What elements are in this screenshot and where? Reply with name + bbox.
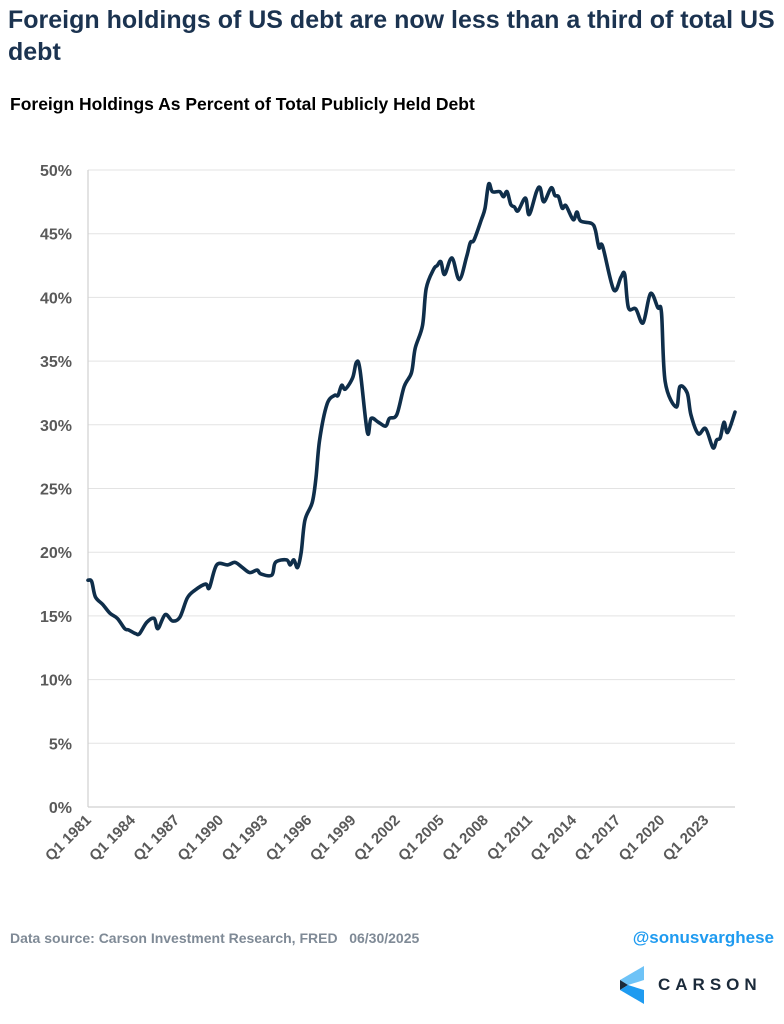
y-tick-label: 10% [40, 673, 72, 690]
gridlines [88, 169, 735, 808]
x-tick-label: Q1 2011 [484, 812, 536, 864]
twitter-handle[interactable]: @sonusvarghese [632, 928, 774, 947]
x-tick-label: Q1 2008 [439, 812, 492, 865]
x-tick-label: Q1 1999 [307, 812, 360, 865]
y-axis-labels: 0% 5% 10% 15% 20% 25% 30% 35% 40% 45% 50% [40, 163, 72, 817]
y-tick-label: 30% [40, 418, 72, 435]
x-tick-label: Q1 2014 [527, 811, 580, 864]
x-tick-label: Q1 1987 [130, 812, 183, 865]
y-tick-label: 50% [40, 163, 72, 180]
x-tick-label: Q1 2020 [616, 812, 669, 865]
y-tick-label: 5% [49, 736, 72, 753]
logo-text: CARSON [658, 975, 762, 994]
x-tick-label: Q1 1981 [42, 812, 95, 865]
y-tick-label: 45% [40, 227, 72, 244]
x-tick-label: Q1 2017 [571, 812, 624, 865]
carson-logo: CARSON [620, 966, 762, 1004]
y-tick-label: 40% [40, 290, 72, 307]
line-chart: 0%5%10%15%20%25%30%35%40%45%50% Q1 1981Q… [40, 163, 737, 865]
x-tick-label: Q1 1993 [219, 812, 272, 865]
chart-title: Foreign Holdings As Percent of Total Pub… [10, 94, 475, 114]
series-line-foreign-holdings [86, 181, 737, 637]
y-tick-label: 0% [49, 800, 72, 817]
x-tick-label: Q1 1984 [86, 811, 139, 864]
headline: Foreign holdings of US debt are now less… [8, 6, 775, 66]
carson-logo-icon [620, 966, 644, 1004]
x-tick-label: Q1 1990 [174, 812, 227, 865]
y-tick-label: 25% [40, 482, 72, 499]
y-tick-label: 15% [40, 609, 72, 626]
x-tick-label: Q1 2005 [395, 812, 448, 865]
y-tick-label: 20% [40, 545, 72, 562]
y-tick-label: 35% [40, 354, 72, 371]
x-tick-label: Q1 2023 [660, 812, 713, 865]
data-source: Data source: Carson Investment Research,… [10, 930, 420, 946]
x-tick-label: Q1 1996 [263, 812, 316, 865]
x-tick-label: Q1 2002 [351, 812, 404, 865]
